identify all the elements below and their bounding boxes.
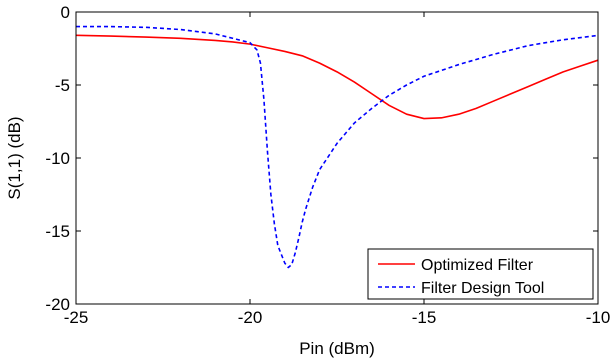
y-tick-label: -15	[45, 222, 70, 241]
x-tick-label: -20	[238, 308, 263, 327]
x-tick-label: -15	[412, 308, 437, 327]
y-axis-label: S(1,1) (dB)	[5, 116, 24, 199]
y-tick-label: -5	[55, 76, 70, 95]
legend-box	[367, 248, 594, 300]
x-tick-label: -10	[586, 308, 610, 327]
y-tick-label: -20	[45, 295, 70, 314]
x-axis-label: Pin (dBm)	[299, 339, 375, 358]
x-tick-label: -25	[64, 308, 89, 327]
series-line-optimized-filter	[75, 34, 599, 120]
legend-label-optimized-filter: Optimized Filter	[421, 257, 534, 274]
y-tick-label: 0	[61, 3, 70, 22]
legend-label-filter-design-tool: Filter Design Tool	[421, 280, 544, 297]
y-tick-label: -10	[45, 149, 70, 168]
series-layer	[75, 25, 599, 269]
tick-layer: -25 -20 -15 -100-5-10-15-20	[45, 3, 610, 327]
legend: Optimized Filter Filter Design Tool	[367, 248, 594, 300]
